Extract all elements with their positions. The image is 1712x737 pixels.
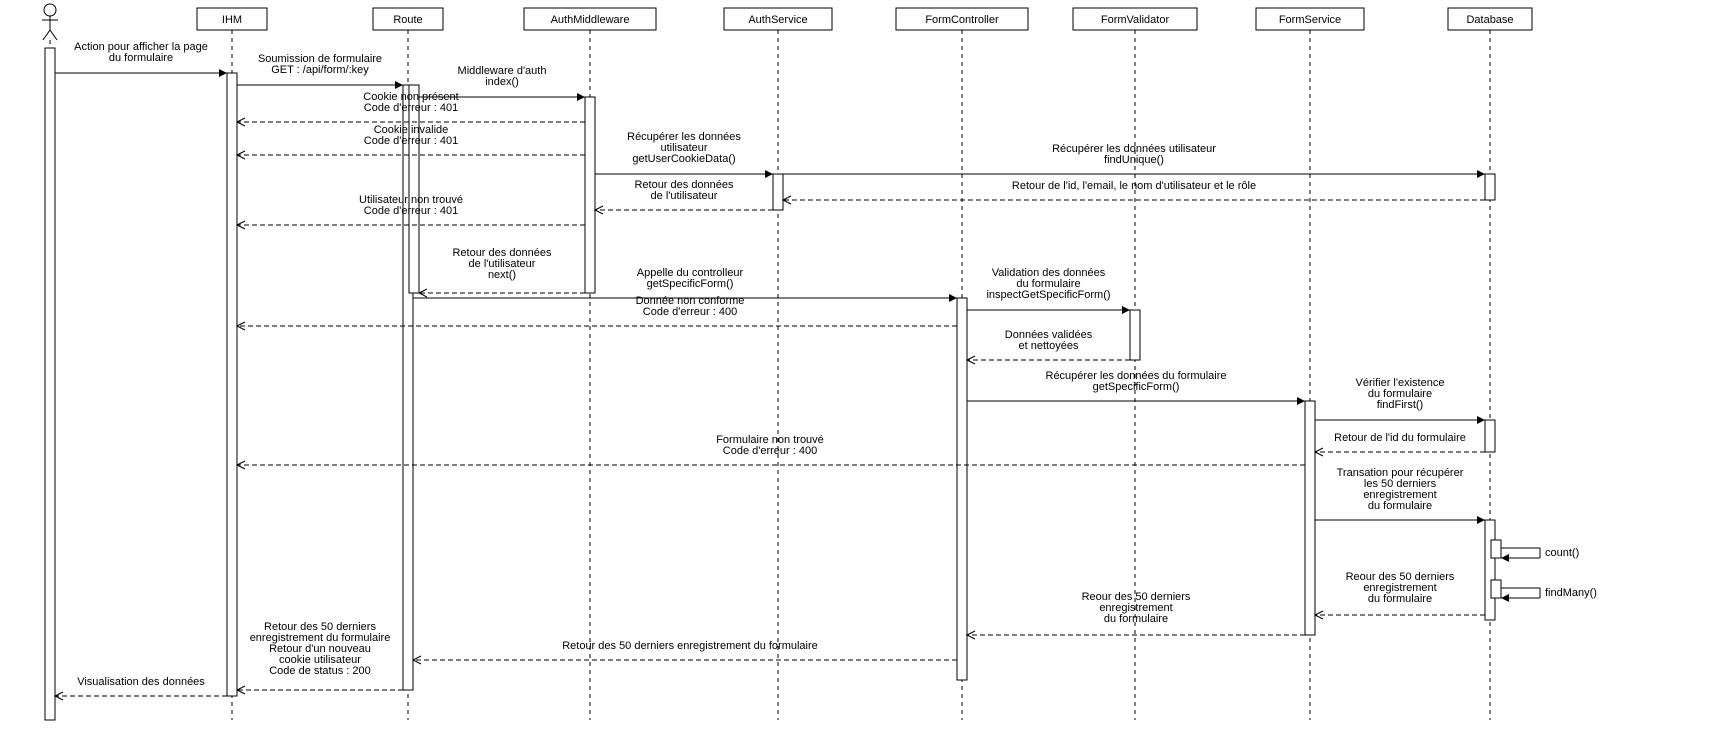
message-label: et nettoyées — [1019, 340, 1079, 352]
message-label: de l'utilisateur — [651, 190, 718, 202]
message-label: Code d'erreur : 401 — [364, 135, 458, 147]
activation-fv — [1130, 310, 1140, 360]
self-call-label: count() — [1545, 547, 1579, 559]
message-label: Code de status : 200 — [269, 665, 371, 677]
message-label: Code d'erreur : 400 — [723, 445, 817, 457]
activation-db — [1485, 174, 1495, 200]
activation-db — [1491, 540, 1501, 558]
message-label: Code d'erreur : 401 — [364, 205, 458, 217]
message-label: du formulaire — [109, 52, 173, 64]
message-label: Code d'erreur : 400 — [643, 306, 737, 318]
message-label: Retour des 50 derniers enregistrement du… — [562, 640, 818, 652]
message-label: Retour de l'id du formulaire — [1334, 432, 1466, 444]
participant-label: IHM — [222, 14, 242, 26]
message-label: du formulaire — [1368, 593, 1432, 605]
activation-ihm — [227, 73, 237, 696]
message-label: findFirst() — [1377, 399, 1423, 411]
message-label: getSpecificForm() — [1093, 381, 1180, 393]
message-label: getUserCookieData() — [632, 153, 735, 165]
participant-label: FormController — [925, 14, 999, 26]
participant-label: AuthMiddleware — [551, 14, 630, 26]
self-call-label: findMany() — [1545, 587, 1597, 599]
activation-actor — [45, 48, 55, 720]
message-label: findUnique() — [1104, 154, 1164, 166]
message-label: Visualisation des données — [77, 676, 205, 688]
message-label: getSpecificForm() — [647, 278, 734, 290]
activation-route — [409, 85, 419, 293]
message-label: du formulaire — [1104, 613, 1168, 625]
sequence-diagram: IHM Route AuthMiddleware AuthService FormCon… — [0, 0, 1712, 737]
activation-fc — [957, 298, 967, 680]
message-label: next() — [488, 269, 516, 281]
message-label: GET : /api/form/:key — [271, 64, 369, 76]
activation-asvc — [773, 174, 783, 210]
activation-db — [1485, 420, 1495, 452]
participant-label: FormService — [1279, 14, 1341, 26]
activation-db — [1485, 520, 1495, 620]
message-label: index() — [485, 76, 519, 88]
activation-db — [1491, 580, 1501, 598]
participant-label: Database — [1466, 14, 1513, 26]
message-label: Code d'erreur : 401 — [364, 102, 458, 114]
message-label: Retour de l'id, l'email, le nom d'utilis… — [1012, 180, 1256, 192]
activation-fs — [1305, 401, 1315, 635]
participant-label: FormValidator — [1101, 14, 1170, 26]
message-label: du formulaire — [1368, 500, 1432, 512]
message-label: inspectGetSpecificForm() — [986, 289, 1110, 301]
participant-label: Route — [393, 14, 422, 26]
activation-mw — [585, 97, 595, 293]
participant-label: AuthService — [748, 14, 807, 26]
